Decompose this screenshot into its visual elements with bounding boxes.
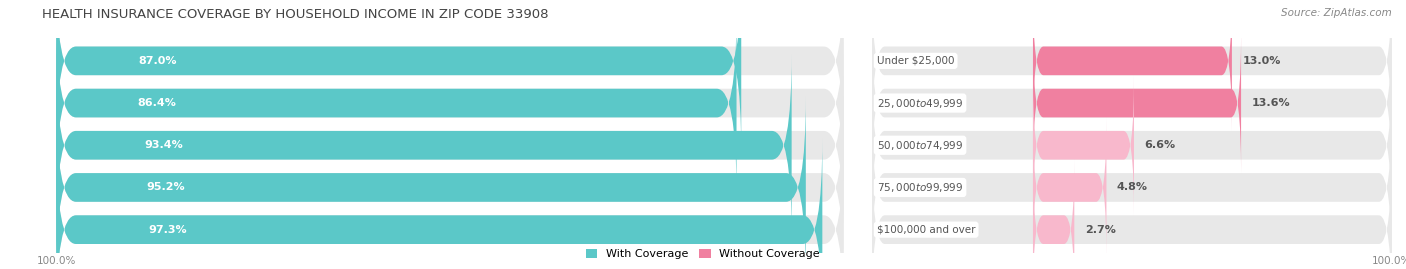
Text: 97.3%: 97.3% xyxy=(148,225,187,235)
FancyBboxPatch shape xyxy=(872,96,1392,269)
Text: $75,000 to $99,999: $75,000 to $99,999 xyxy=(877,181,963,194)
FancyBboxPatch shape xyxy=(56,12,844,194)
FancyBboxPatch shape xyxy=(56,139,844,269)
FancyBboxPatch shape xyxy=(56,12,737,194)
Text: 13.0%: 13.0% xyxy=(1243,56,1281,66)
FancyBboxPatch shape xyxy=(872,0,1392,152)
Legend: With Coverage, Without Coverage: With Coverage, Without Coverage xyxy=(582,244,824,263)
FancyBboxPatch shape xyxy=(872,12,1392,194)
Text: 95.2%: 95.2% xyxy=(146,182,184,192)
FancyBboxPatch shape xyxy=(56,139,823,269)
FancyBboxPatch shape xyxy=(1033,33,1241,173)
FancyBboxPatch shape xyxy=(872,139,1392,269)
Text: 4.8%: 4.8% xyxy=(1116,182,1147,192)
Text: 2.7%: 2.7% xyxy=(1084,225,1115,235)
Text: $100,000 and over: $100,000 and over xyxy=(877,225,976,235)
Text: Source: ZipAtlas.com: Source: ZipAtlas.com xyxy=(1281,8,1392,18)
Text: 87.0%: 87.0% xyxy=(138,56,177,66)
Text: 13.6%: 13.6% xyxy=(1251,98,1291,108)
Text: 6.6%: 6.6% xyxy=(1144,140,1175,150)
FancyBboxPatch shape xyxy=(56,54,792,236)
Text: $25,000 to $49,999: $25,000 to $49,999 xyxy=(877,97,963,109)
Text: 86.4%: 86.4% xyxy=(138,98,177,108)
FancyBboxPatch shape xyxy=(1033,0,1232,131)
FancyBboxPatch shape xyxy=(56,96,806,269)
Text: HEALTH INSURANCE COVERAGE BY HOUSEHOLD INCOME IN ZIP CODE 33908: HEALTH INSURANCE COVERAGE BY HOUSEHOLD I… xyxy=(42,8,548,21)
FancyBboxPatch shape xyxy=(56,0,844,152)
Text: $50,000 to $74,999: $50,000 to $74,999 xyxy=(877,139,963,152)
Text: 93.4%: 93.4% xyxy=(145,140,183,150)
FancyBboxPatch shape xyxy=(56,54,844,236)
FancyBboxPatch shape xyxy=(56,96,844,269)
Text: Under $25,000: Under $25,000 xyxy=(877,56,955,66)
FancyBboxPatch shape xyxy=(1033,117,1107,257)
FancyBboxPatch shape xyxy=(1033,160,1074,269)
FancyBboxPatch shape xyxy=(1033,75,1135,215)
FancyBboxPatch shape xyxy=(56,0,741,152)
FancyBboxPatch shape xyxy=(872,54,1392,236)
